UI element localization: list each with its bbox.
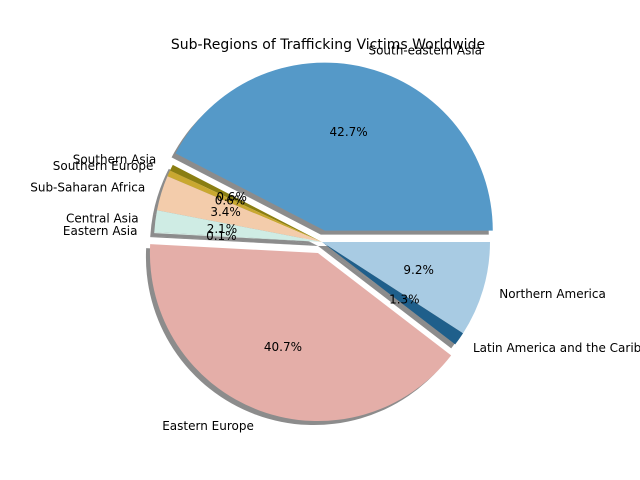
- slice-sub-saharan-africa: [157, 176, 322, 242]
- pie-slices: [145, 62, 493, 426]
- slice-label-central-asia: Central Asia: [66, 211, 139, 225]
- slice-pct-sub-saharan-africa: 3.4%: [210, 205, 241, 219]
- slice-northern-america: [322, 242, 490, 334]
- pie-labels: South-eastern Asia 42.7% Southern Asia 0.6%…: [30, 44, 640, 433]
- slice-label-latin-america-and-the-caribbean: Latin America and the Caribbean: [473, 341, 640, 355]
- slice-shadow-eastern-asia: [150, 236, 318, 246]
- slice-shadow-latin-america-and-the-caribbean: [318, 246, 460, 349]
- slice-southern-asia: [169, 164, 322, 242]
- slice-pct-southern-europe: 0.6%: [215, 193, 246, 207]
- slice-label-southern-europe: Southern Europe: [53, 159, 154, 173]
- slice-label-south-eastern-asia: South-eastern Asia: [368, 44, 482, 58]
- slice-label-northern-america: Northern America: [499, 287, 606, 301]
- slice-label-eastern-europe: Eastern Europe: [162, 419, 254, 433]
- slice-eastern-asia: [154, 232, 322, 242]
- slice-pct-eastern-asia: 0.1%: [206, 229, 237, 243]
- slice-label-sub-saharan-africa: Sub-Saharan Africa: [30, 181, 145, 195]
- slice-label-southern-asia: Southern Asia: [73, 153, 157, 167]
- slice-pct-southern-asia: 0.6%: [216, 190, 247, 204]
- slice-eastern-europe: [149, 244, 452, 422]
- slice-pct-central-asia: 2.1%: [207, 222, 238, 236]
- chart-title: Sub-Regions of Trafficking Victims World…: [171, 37, 485, 53]
- slice-pct-eastern-europe: 40.7%: [264, 340, 302, 354]
- slice-latin-america-and-the-caribbean: [322, 242, 464, 345]
- slice-southern-europe: [167, 170, 322, 242]
- slice-south-eastern-asia: [175, 62, 493, 231]
- slice-pct-south-eastern-asia: 42.7%: [330, 125, 368, 139]
- slice-pct-northern-america: 9.2%: [403, 263, 434, 277]
- slice-pct-latin-america-and-the-caribbean: 1.3%: [389, 293, 420, 307]
- slice-label-eastern-asia: Eastern Asia: [63, 224, 138, 238]
- slice-central-asia: [154, 210, 322, 242]
